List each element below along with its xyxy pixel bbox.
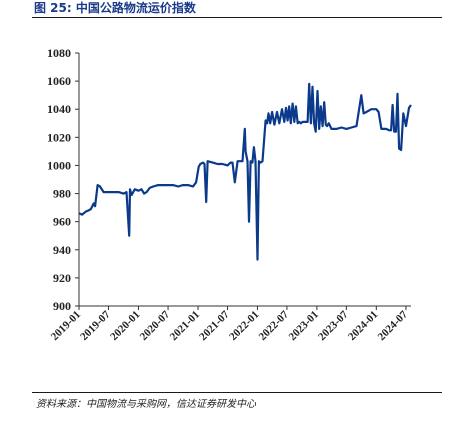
x-tick-label: 2019-07 — [78, 308, 113, 343]
y-tick-label: 960 — [53, 215, 71, 229]
x-tick-label: 2024-07 — [376, 308, 411, 343]
x-tick-label: 2024-01 — [346, 309, 380, 343]
title-divider — [32, 17, 442, 18]
x-axis: 2019-012019-072020-012020-072021-012021-… — [49, 305, 411, 343]
x-tick-label: 2020-07 — [138, 308, 173, 343]
x-tick-label: 2022-07 — [257, 308, 292, 343]
x-tick-label: 2019-01 — [49, 309, 83, 343]
x-tick-label: 2023-01 — [287, 309, 321, 343]
y-axis: 900 920 940 960 980 1000 1020 1040 1060 1080 — [47, 46, 80, 313]
y-tick-label: 1060 — [47, 74, 71, 88]
y-tick-label: 940 — [53, 243, 71, 257]
y-tick-label: 1020 — [47, 130, 71, 144]
x-tick-label: 2023-07 — [316, 308, 351, 343]
x-tick-label: 2020-01 — [108, 309, 142, 343]
x-tick-label: 2021-07 — [197, 308, 232, 343]
series-line — [78, 82, 412, 261]
y-tick-label: 980 — [53, 187, 71, 201]
y-tick-label: 920 — [53, 271, 71, 285]
y-tick-label: 1040 — [47, 102, 71, 116]
y-tick-label: 1000 — [47, 158, 71, 172]
y-tick-label: 900 — [53, 299, 71, 313]
chart-title: 图 25: 中国公路物流运价指数 — [34, 1, 196, 15]
series-layer — [78, 82, 412, 261]
x-tick-label: 2022-01 — [227, 309, 261, 343]
x-tick-label: 2021-01 — [168, 309, 202, 343]
y-tick-label: 1080 — [47, 46, 71, 60]
source-note: 资料来源：中国物流与采购网，信达证券研发中心 — [36, 399, 256, 410]
source-divider — [32, 392, 442, 393]
